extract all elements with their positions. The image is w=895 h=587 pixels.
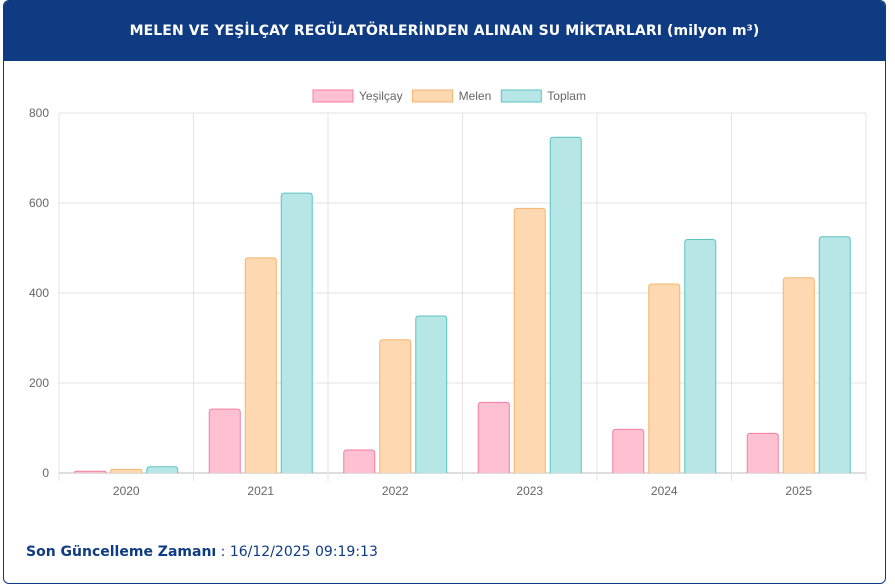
last-updated: Son Güncelleme Zamanı : 16/12/2025 09:19… (26, 544, 378, 560)
bar-toplam-2023 (549, 136, 582, 473)
chart-title: MELEN VE YEŞİLÇAY REGÜLATÖRLERİNDEN ALIN… (129, 23, 760, 39)
y-axis: 0 200 400 600 800 (29, 106, 49, 480)
bar-yeşilçay-2024 (612, 428, 645, 473)
x-tick-label: 2023 (516, 484, 543, 498)
legend-swatch-toplam (500, 89, 542, 103)
bar-melen-2022 (379, 339, 412, 473)
bar-toplam-2022 (415, 315, 448, 473)
x-tick-label: 2020 (113, 484, 140, 498)
last-updated-separator: : (216, 544, 230, 560)
chart-legend: Yeşilçay Melen Toplam (312, 89, 586, 103)
x-tick-label: 2025 (785, 484, 812, 498)
legend-label: Toplam (547, 89, 586, 103)
x-tick-label: 2022 (382, 484, 409, 498)
y-tick-label: 200 (29, 376, 49, 390)
bar-yeşilçay-2023 (477, 401, 510, 473)
bar-yeşilçay-2025 (746, 432, 779, 473)
legend-swatch-melen (412, 89, 454, 103)
bar-toplam-2021 (280, 192, 313, 473)
bar-toplam-2020 (146, 466, 179, 473)
legend-swatch-yeşilçay (312, 89, 354, 103)
bar-toplam-2025 (818, 236, 851, 473)
bar-yeşilçay-2021 (208, 408, 241, 473)
legend-label: Yeşilçay (359, 89, 403, 103)
chart-grid (58, 112, 867, 481)
x-axis: 2020 2021 2022 2023 2024 2025 (113, 484, 813, 498)
bar-melen-2023 (513, 207, 546, 473)
chart-card: MELEN VE YEŞİLÇAY REGÜLATÖRLERİNDEN ALIN… (3, 0, 886, 584)
bar-melen-2025 (782, 277, 815, 473)
x-tick-label: 2021 (247, 484, 274, 498)
legend-label: Melen (459, 89, 492, 103)
x-tick-label: 2024 (651, 484, 678, 498)
last-updated-timestamp: 16/12/2025 09:19:13 (229, 544, 378, 560)
y-tick-label: 800 (29, 106, 49, 120)
bar-melen-2020 (110, 468, 143, 473)
y-tick-label: 600 (29, 196, 49, 210)
y-tick-label: 0 (42, 466, 49, 480)
y-tick-label: 400 (29, 286, 49, 300)
bar-series (74, 136, 851, 473)
last-updated-label: Son Güncelleme Zamanı (26, 544, 217, 560)
bar-yeşilçay-2022 (343, 449, 376, 473)
bar-melen-2021 (244, 257, 277, 473)
bar-toplam-2024 (684, 238, 717, 473)
chart-header: MELEN VE YEŞİLÇAY REGÜLATÖRLERİNDEN ALIN… (4, 1, 885, 61)
bar-yeşilçay-2020 (74, 470, 107, 473)
bar-melen-2024 (648, 283, 681, 473)
